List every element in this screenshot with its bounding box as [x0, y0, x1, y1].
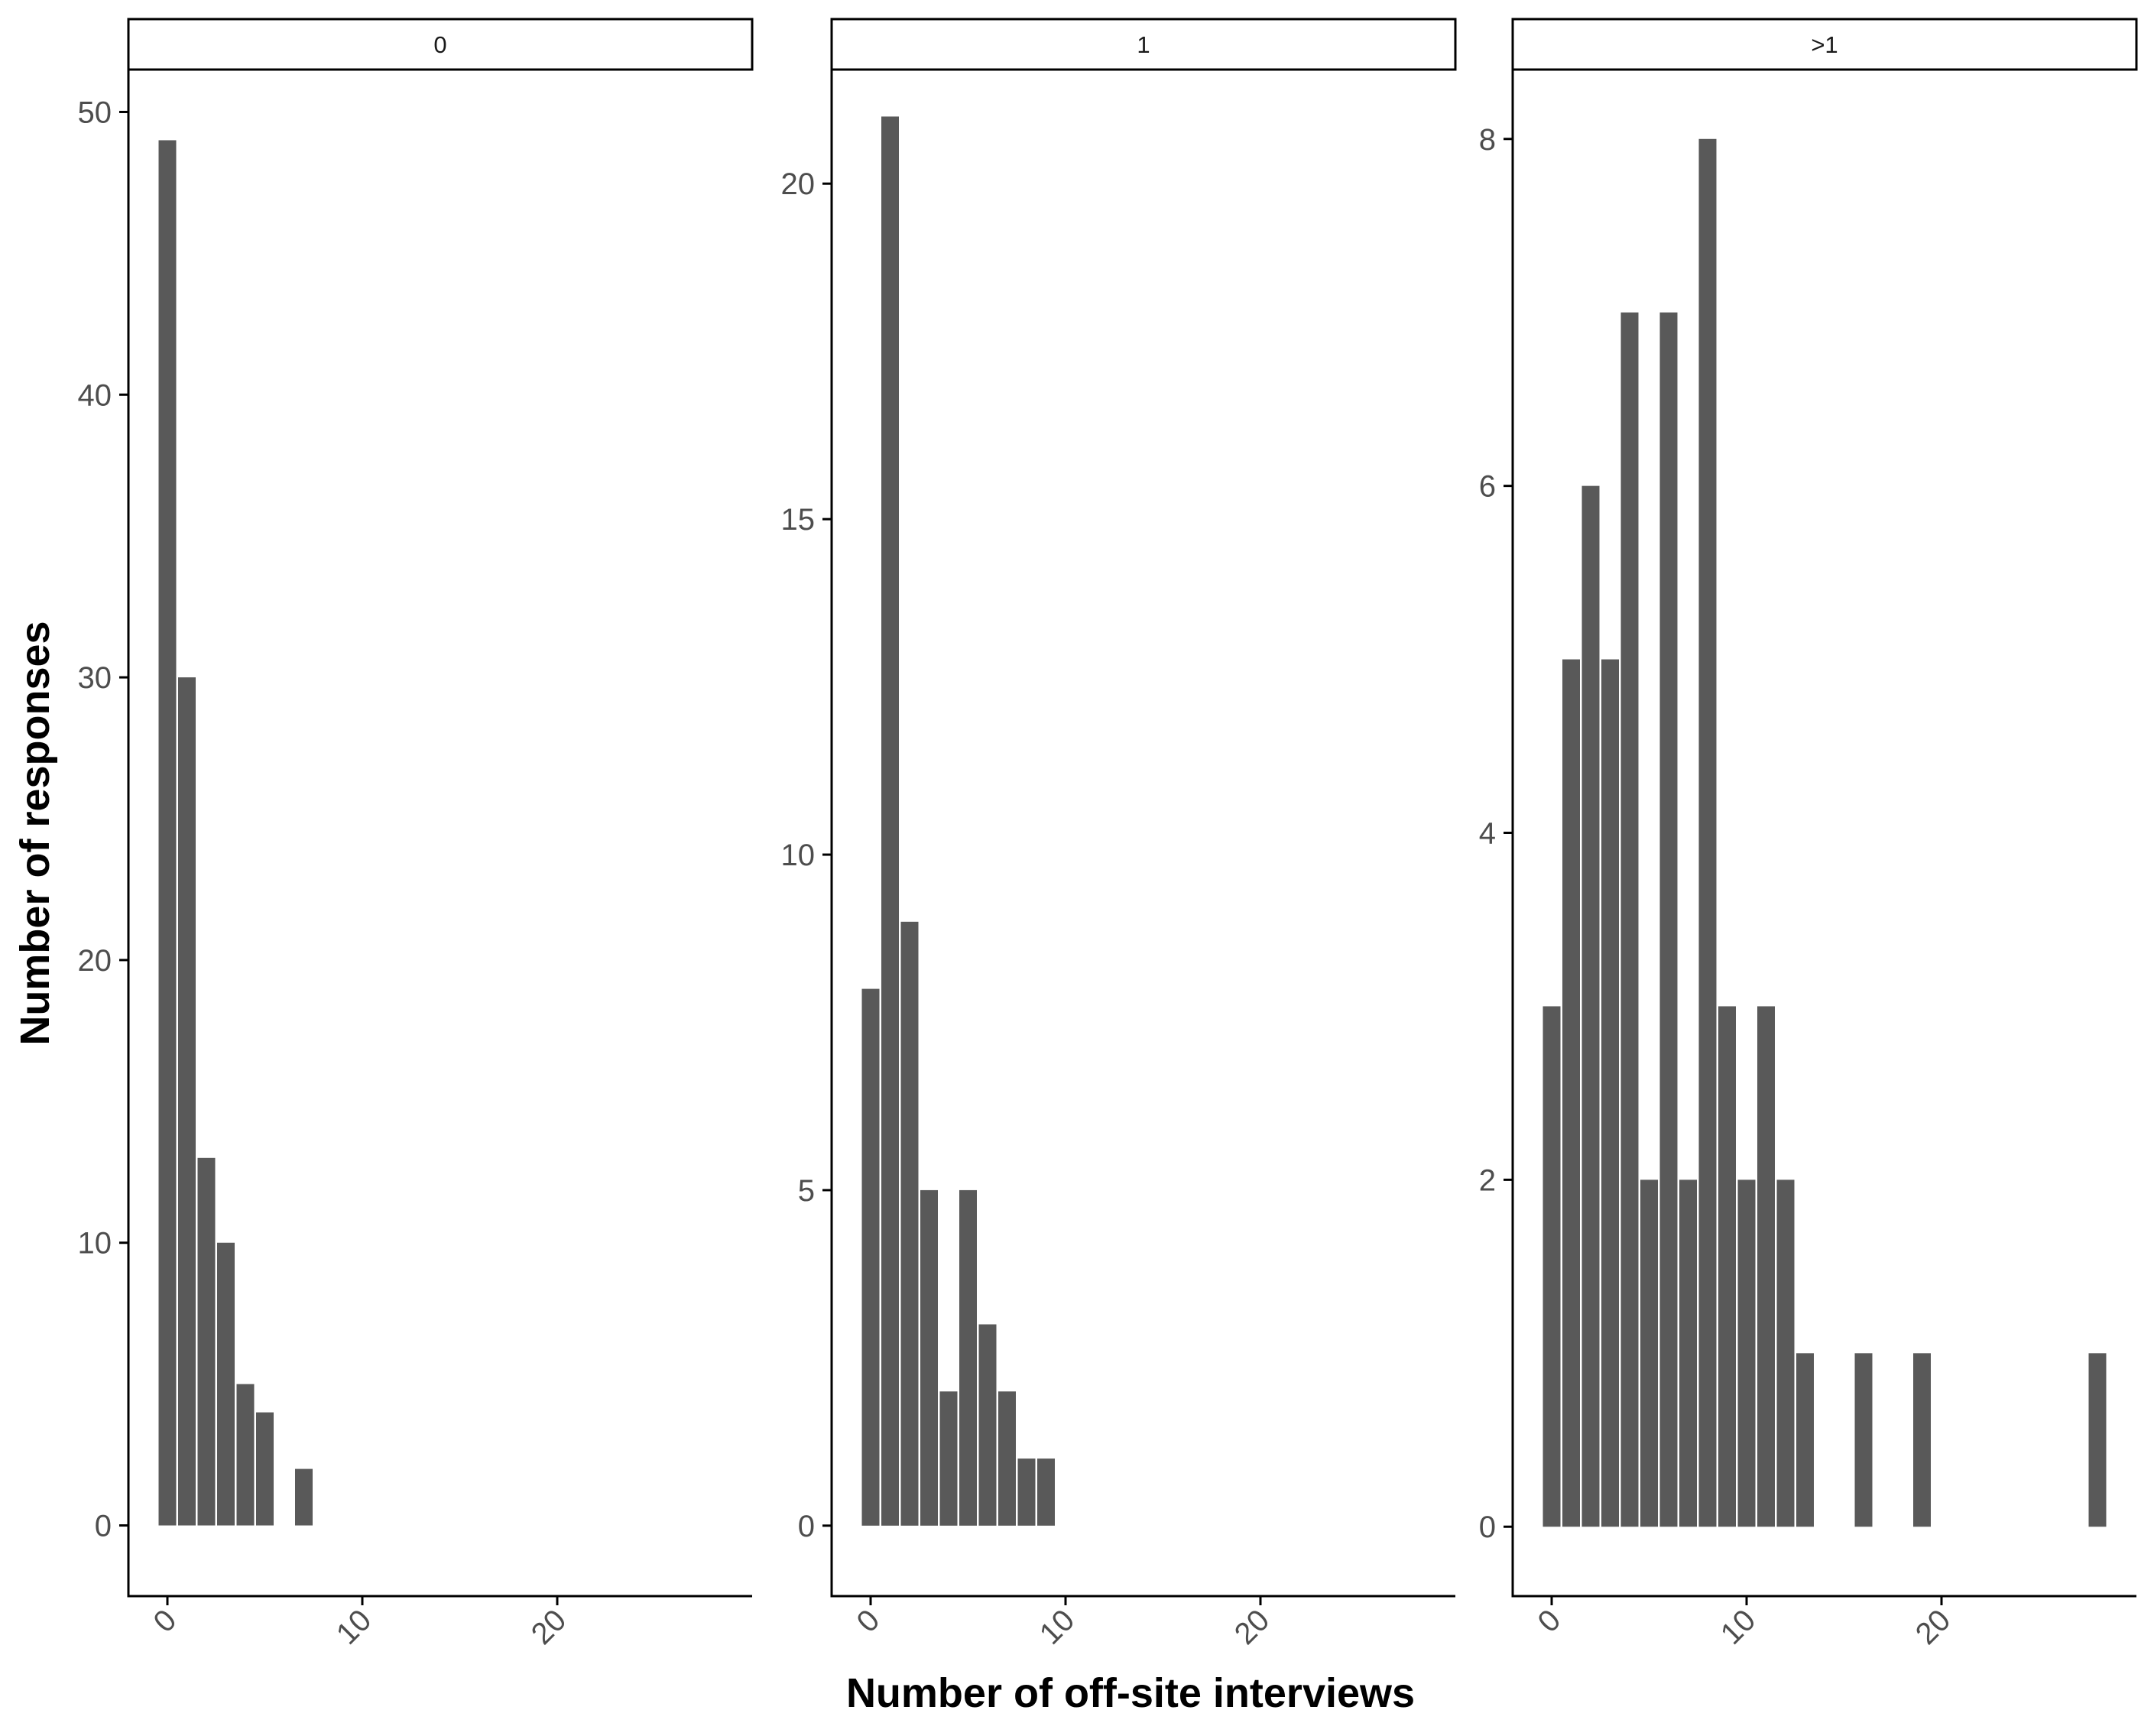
bar	[998, 1391, 1016, 1526]
y-tick-label: 10	[781, 839, 816, 872]
bar	[1698, 138, 1717, 1527]
y-tick-label: 5	[798, 1174, 815, 1208]
x-tick-label: 20	[1909, 1603, 1958, 1651]
y-tick-label: 4	[1479, 817, 1496, 851]
bar	[1679, 1180, 1697, 1527]
x-axis-title: Number of off-site interviews	[846, 1670, 1415, 1716]
bar	[900, 921, 919, 1526]
y-tick-label: 0	[1479, 1510, 1496, 1544]
bar	[1017, 1459, 1036, 1526]
x-tick-label: 10	[330, 1603, 378, 1651]
x-tick-label: 20	[1228, 1603, 1277, 1651]
bar	[217, 1242, 235, 1526]
bar	[1659, 312, 1678, 1527]
bar	[1854, 1353, 1873, 1527]
bar	[978, 1324, 997, 1526]
bar	[295, 1468, 313, 1526]
strip-box	[127, 18, 754, 71]
x-tick-label: 0	[1532, 1603, 1568, 1639]
bar	[158, 140, 177, 1526]
y-tick-label: 30	[78, 661, 112, 695]
y-tick-label: 15	[781, 503, 816, 537]
x-tick-label: 10	[1714, 1603, 1763, 1651]
x-tick-label: 10	[1033, 1603, 1082, 1651]
bar	[236, 1384, 255, 1526]
bar	[861, 988, 880, 1526]
y-tick-label: 8	[1479, 123, 1496, 157]
x-tick-label: 20	[525, 1603, 573, 1651]
y-tick-label: 20	[78, 944, 112, 978]
y-tick-label: 6	[1479, 470, 1496, 504]
bar	[881, 116, 899, 1526]
bar	[1718, 1006, 1736, 1527]
bar	[1913, 1353, 1931, 1527]
y-tick-label: 2	[1479, 1163, 1496, 1197]
strip-box	[1511, 18, 2138, 71]
panel-2: >1 0 2 4 6 8 0 10 20	[1479, 18, 2138, 1651]
bar	[1581, 485, 1600, 1527]
bar	[1776, 1180, 1795, 1527]
bar	[178, 677, 196, 1526]
bar	[2088, 1353, 2107, 1527]
y-tick-label: 20	[781, 167, 816, 201]
bar	[1562, 659, 1580, 1527]
y-tick-label: 0	[798, 1510, 815, 1543]
bar	[1543, 1006, 1561, 1527]
x-tick-label: 0	[851, 1603, 887, 1639]
bar	[1620, 312, 1639, 1527]
bar	[939, 1391, 958, 1526]
strip-label: >1	[1811, 31, 1838, 58]
bar	[1601, 659, 1619, 1527]
bar	[1640, 1180, 1658, 1527]
strip-box	[830, 18, 1457, 71]
panel-0: 0 0 10 20 30 40 50 0 10 20	[78, 18, 754, 1651]
bar	[1796, 1353, 1814, 1527]
strip-label: 1	[1137, 31, 1150, 58]
y-axis-title: Number of responses	[12, 621, 58, 1045]
bar	[256, 1412, 274, 1526]
y-tick-label: 0	[95, 1510, 112, 1543]
bar	[1737, 1180, 1756, 1527]
bar	[1757, 1006, 1775, 1527]
bar	[920, 1189, 938, 1526]
bar	[197, 1157, 216, 1526]
y-tick-label: 50	[78, 96, 112, 129]
strip-label: 0	[433, 31, 446, 58]
y-tick-label: 40	[78, 378, 112, 412]
bar	[1037, 1459, 1055, 1526]
y-tick-label: 10	[78, 1227, 112, 1261]
x-tick-label: 0	[148, 1603, 183, 1639]
bar	[959, 1189, 977, 1526]
